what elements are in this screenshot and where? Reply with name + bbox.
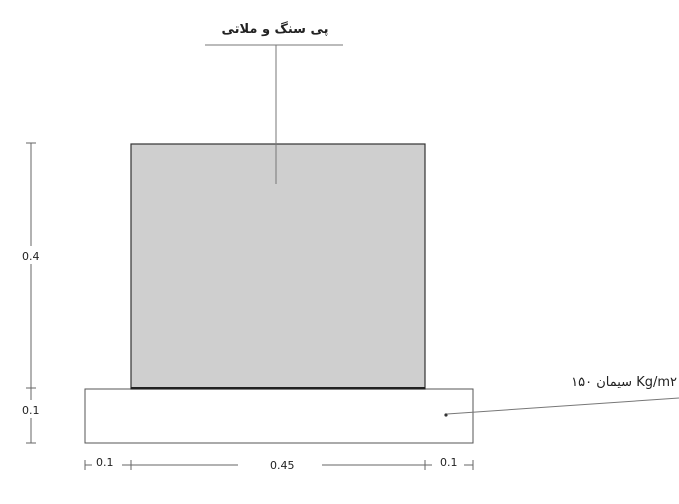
right-callout-label: سیمان ۱۵۰ Kg/m۲ — [571, 375, 677, 390]
dim-label-gap-0-1 — [18, 400, 44, 418]
height-stone-label: 0.4 — [22, 250, 40, 263]
dim-label-gap-left — [92, 454, 122, 470]
slab-leader-line — [446, 397, 679, 415]
dim-label-gap-0-4 — [18, 246, 44, 264]
concrete-slab — [84, 388, 474, 444]
slab-leader-dot — [444, 413, 448, 417]
width-left-label: 0.1 — [96, 456, 114, 469]
dim-label-gap-right — [432, 454, 464, 470]
height-slab-label: 0.1 — [22, 404, 40, 417]
width-center-label: 0.45 — [270, 459, 295, 472]
width-right-label: 0.1 — [440, 456, 458, 469]
stone-masonry-block — [130, 143, 426, 390]
top-callout-label: پی سنگ و ملاتی — [221, 21, 328, 37]
dim-label-gap-center — [238, 454, 322, 470]
